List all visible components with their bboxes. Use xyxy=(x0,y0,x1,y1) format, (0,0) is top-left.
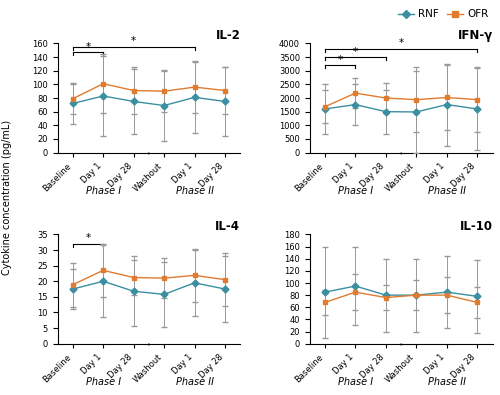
Legend: RNF, OFR: RNF, OFR xyxy=(394,5,492,24)
Text: *: * xyxy=(398,38,404,48)
Text: IL-2: IL-2 xyxy=(216,29,240,42)
Text: Phase II: Phase II xyxy=(428,186,466,196)
Text: Phase II: Phase II xyxy=(428,377,466,387)
Text: Phase I: Phase I xyxy=(86,377,121,387)
Text: *: * xyxy=(338,55,343,65)
Text: Cytokine concentration (pg/mL): Cytokine concentration (pg/mL) xyxy=(2,120,12,275)
Text: IL-4: IL-4 xyxy=(216,220,240,233)
Text: Phase II: Phase II xyxy=(176,186,214,196)
Text: *: * xyxy=(353,47,358,56)
Text: *: * xyxy=(131,36,136,46)
Text: IFN-γ: IFN-γ xyxy=(458,29,492,42)
Text: Phase I: Phase I xyxy=(338,377,373,387)
Text: Phase I: Phase I xyxy=(338,186,373,196)
Text: Phase I: Phase I xyxy=(86,186,121,196)
Text: IL-10: IL-10 xyxy=(460,220,492,233)
Text: *: * xyxy=(86,42,90,52)
Text: Phase II: Phase II xyxy=(176,377,214,387)
Text: *: * xyxy=(86,233,90,243)
